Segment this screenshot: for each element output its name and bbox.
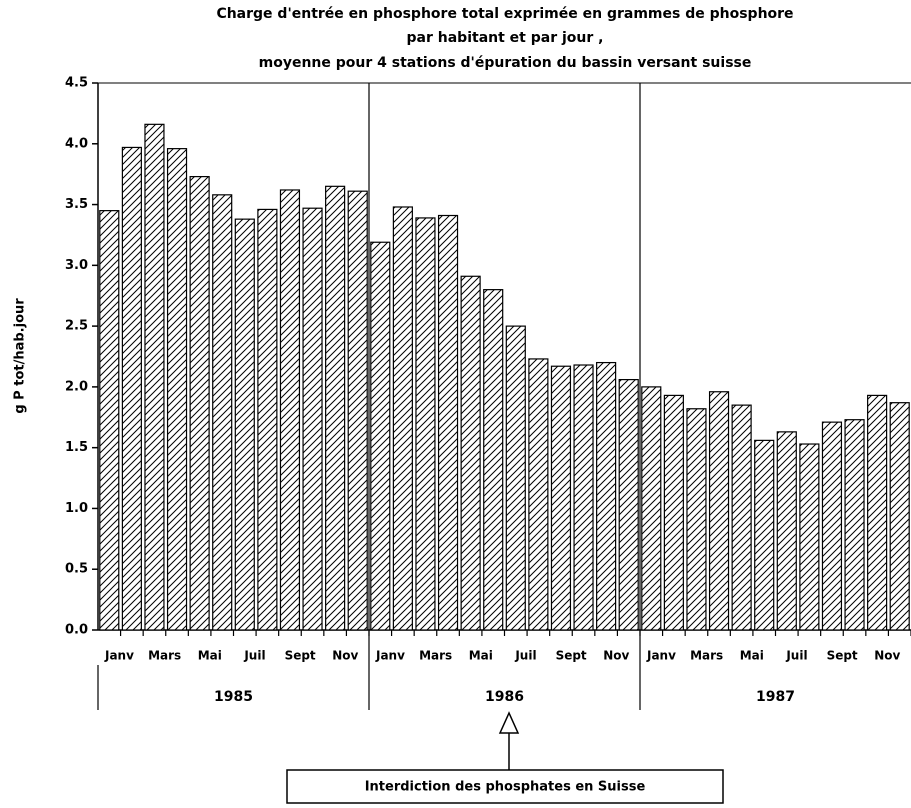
- x-tick-label: Mars: [148, 649, 181, 663]
- x-tick-label: Nov: [332, 649, 358, 663]
- bar: [889, 402, 910, 631]
- x-tick-label: Juil: [785, 649, 807, 663]
- annotation-box: [286, 769, 724, 804]
- chart-title: par habitant et par jour ,: [407, 30, 604, 46]
- bar: [279, 189, 301, 631]
- y-axis-label: g P tot/hab.jour: [13, 298, 28, 414]
- bar: [392, 206, 413, 631]
- bar: [257, 208, 278, 631]
- bar: [596, 361, 617, 631]
- bar: [460, 275, 481, 631]
- bar: [799, 443, 820, 631]
- y-tick-label: 1.5: [65, 440, 88, 455]
- x-tick-label: Nov: [874, 649, 900, 663]
- bar: [754, 439, 775, 631]
- bar: [528, 358, 549, 631]
- y-tick-label: 3.5: [65, 197, 88, 212]
- annotation: Interdiction des phosphates en Suisse: [365, 780, 646, 795]
- bar: [99, 210, 120, 631]
- x-tick-label: Mars: [690, 649, 723, 663]
- bar: [370, 241, 391, 631]
- chart-title: moyenne pour 4 stations d'épuration du b…: [259, 55, 752, 71]
- bar: [415, 217, 436, 631]
- y-tick-label: 4.0: [65, 136, 88, 151]
- bar: [686, 408, 707, 631]
- bar: [708, 391, 730, 631]
- year-label: 1985: [214, 689, 253, 705]
- x-tick-label: Mars: [419, 649, 452, 663]
- bar: [144, 123, 165, 631]
- arrow-head: [498, 711, 520, 734]
- bar: [776, 431, 797, 631]
- y-tick-label: 0.5: [65, 562, 88, 577]
- bar: [641, 386, 662, 631]
- x-tick-label: Juil: [243, 649, 265, 663]
- y-tick-label: 4.5: [65, 76, 88, 91]
- bar: [867, 394, 888, 631]
- bar: [573, 364, 594, 631]
- bar: [821, 421, 843, 631]
- x-tick-label: Janv: [646, 649, 676, 663]
- x-tick-label: Janv: [375, 649, 405, 663]
- x-tick-label: Janv: [104, 649, 134, 663]
- x-tick-label: Mai: [198, 649, 222, 663]
- bar: [234, 218, 255, 631]
- chart-title: Charge d'entrée en phosphore total expri…: [216, 6, 793, 22]
- year-label: 1986: [485, 689, 524, 705]
- bar: [731, 404, 752, 631]
- x-tick-label: Sept: [285, 649, 316, 663]
- y-tick-label: 2.5: [65, 319, 88, 334]
- bar: [347, 190, 368, 631]
- x-tick-label: Mai: [740, 649, 764, 663]
- y-tick-label: 2.0: [65, 379, 88, 394]
- x-tick-label: Sept: [556, 649, 587, 663]
- bar: [505, 325, 526, 631]
- bar: [437, 214, 459, 631]
- bar: [121, 146, 142, 631]
- y-tick-label: 0.0: [65, 623, 88, 638]
- bar: [483, 289, 504, 631]
- bar: [166, 148, 188, 631]
- x-tick-label: Juil: [514, 649, 536, 663]
- bar: [550, 365, 572, 631]
- x-tick-label: Nov: [603, 649, 629, 663]
- y-tick-label: 3.0: [65, 258, 88, 273]
- year-label: 1987: [756, 689, 795, 705]
- bar: [618, 378, 639, 631]
- bar: [302, 207, 323, 631]
- x-tick-label: Mai: [469, 649, 493, 663]
- x-tick-label: Sept: [827, 649, 858, 663]
- bar: [844, 419, 865, 631]
- y-tick-label: 1.0: [65, 501, 88, 516]
- bar: [325, 185, 346, 631]
- bar: [663, 394, 684, 631]
- bar: [189, 175, 210, 631]
- bar: [212, 194, 233, 631]
